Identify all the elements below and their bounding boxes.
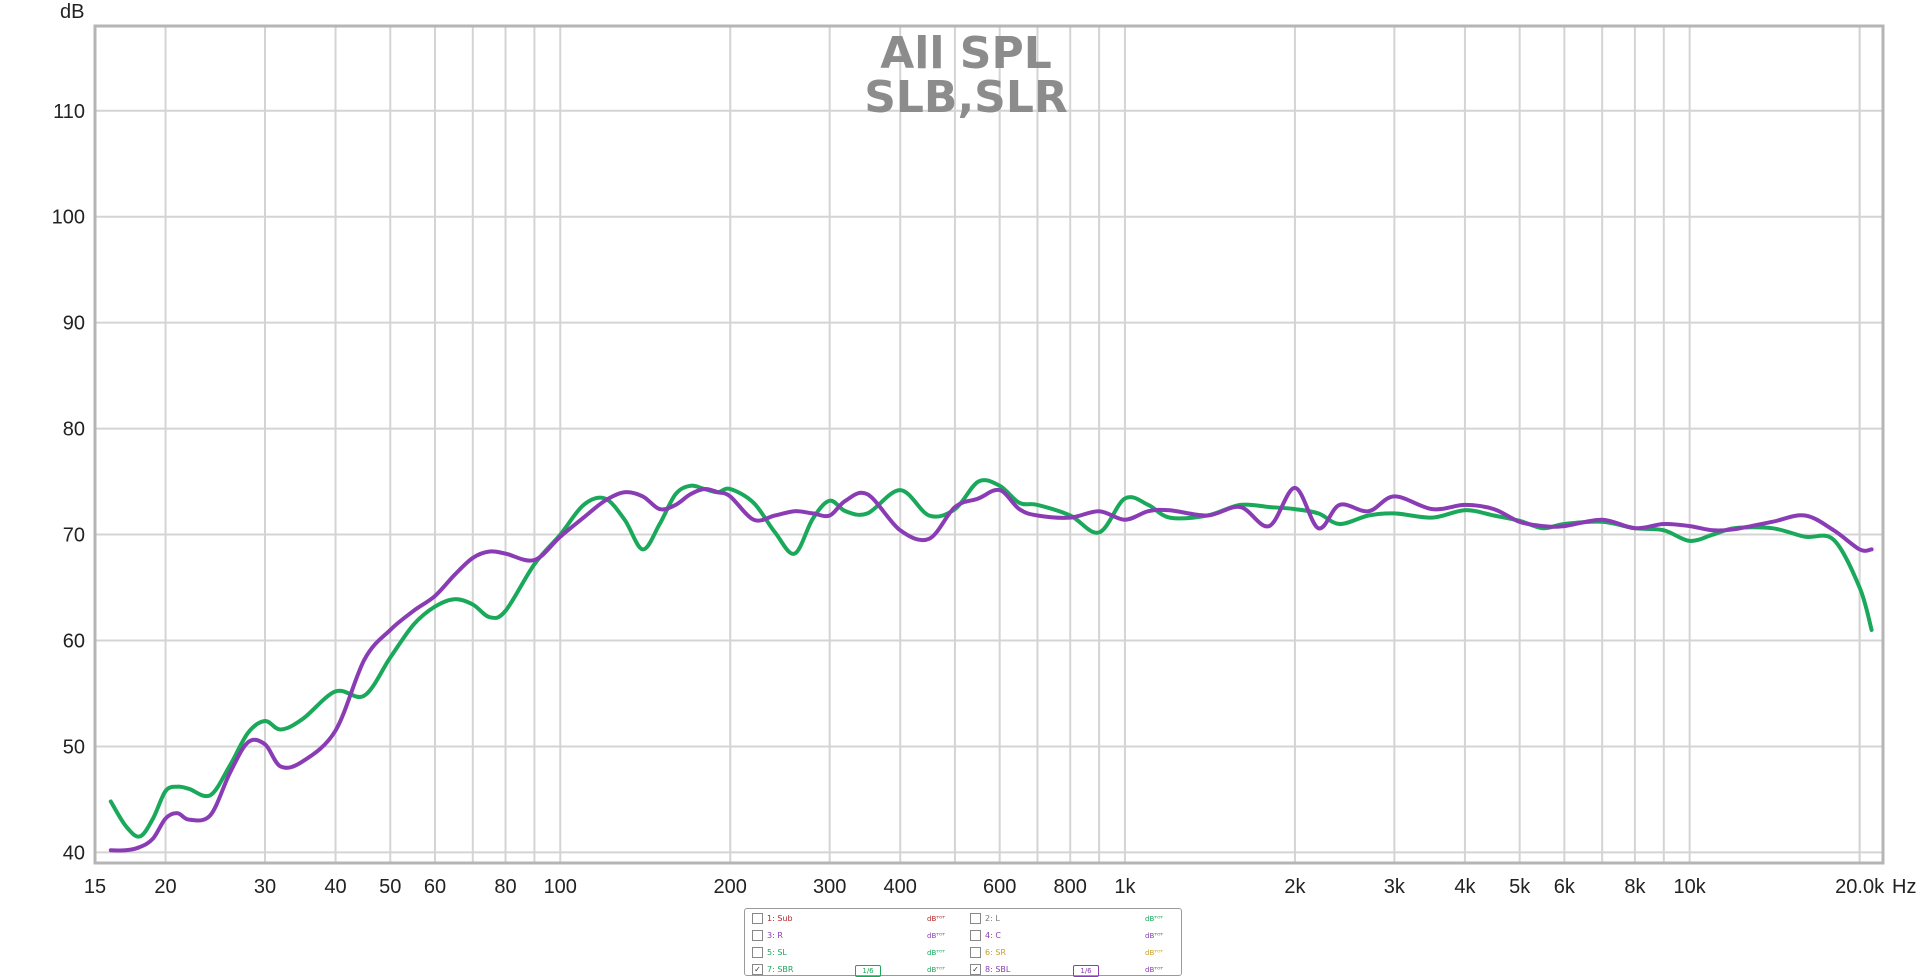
- smoothing-badge[interactable]: 1/6: [1073, 965, 1099, 977]
- y-tick-label: 60: [63, 631, 85, 653]
- x-tick-labels: 15 20 30 40 50 60 80 100 200 300 400 600 800 1k 2k 3k 4k…: [84, 876, 1885, 898]
- db-toggle[interactable]: dBᵀᴼᵀ: [927, 966, 946, 974]
- y-tick-labels: 40 50 60 70 80 90 100 110: [52, 101, 85, 865]
- x-tick-label: 30: [254, 876, 276, 898]
- x-tick-label: 40: [324, 876, 346, 898]
- x-tick-label: 400: [884, 876, 917, 898]
- legend: 1: Sub dBᵀᴼᵀ 2: L dBᵀᴼᵀ 3: R dBᵀᴼᵀ 4: C dBᵀᴼᵀ 5:…: [744, 908, 1182, 977]
- legend-label: 4: C: [985, 931, 1001, 940]
- x-tick-label: 600: [983, 876, 1016, 898]
- chart-title-line-1: All SPL: [880, 28, 1052, 79]
- x-tick-label: 5k: [1509, 876, 1531, 898]
- db-toggle[interactable]: dBᵀᴼᵀ: [927, 915, 946, 923]
- plot-frame: [93, 24, 1885, 865]
- x-tick-label: 200: [714, 876, 747, 898]
- x-tick-label: 20: [154, 876, 176, 898]
- x-tick-label: 15: [84, 876, 106, 898]
- legend-item[interactable]: 6: SR: [970, 946, 1006, 960]
- db-toggle[interactable]: dBᵀᴼᵀ: [927, 949, 946, 957]
- x-tick-label: 4k: [1454, 876, 1476, 898]
- x-tick-label: 2k: [1284, 876, 1306, 898]
- x-tick-label: 6k: [1554, 876, 1576, 898]
- legend-item[interactable]: 1: Sub: [752, 912, 793, 926]
- legend-label: 1: Sub: [767, 914, 793, 923]
- x-tick-label: 60: [424, 876, 446, 898]
- legend-label: 2: L: [985, 914, 1000, 923]
- checkbox-checked[interactable]: ✓: [752, 964, 763, 975]
- grid: [95, 26, 1883, 863]
- y-tick-label: 50: [63, 736, 85, 758]
- y-tick-label: 70: [63, 525, 85, 547]
- x-tick-label: 300: [813, 876, 846, 898]
- y-tick-label: 100: [52, 207, 85, 229]
- legend-label: 8: SBL: [985, 965, 1011, 974]
- legend-label: 5: SL: [767, 948, 787, 957]
- series-lines: [108, 478, 1874, 853]
- y-tick-label: 40: [63, 842, 85, 864]
- db-toggle[interactable]: dBᵀᴼᵀ: [927, 932, 946, 940]
- chart-title-line-2: SLB,SLR: [864, 72, 1068, 123]
- y-tick-label: 110: [53, 101, 85, 123]
- checkbox-unchecked[interactable]: [970, 913, 981, 924]
- db-toggle[interactable]: dBᵀᴼᵀ: [1145, 949, 1164, 957]
- legend-item[interactable]: 3: R: [752, 929, 783, 943]
- checkbox-unchecked[interactable]: [752, 913, 763, 924]
- legend-label: 7: SBR: [767, 965, 794, 974]
- x-tick-label: 1k: [1114, 876, 1136, 898]
- x-axis-unit: Hz: [1892, 876, 1916, 898]
- db-toggle[interactable]: dBᵀᴼᵀ: [1145, 966, 1164, 974]
- db-toggle[interactable]: dBᵀᴼᵀ: [1145, 932, 1164, 940]
- x-tick-label: 10k: [1674, 876, 1707, 898]
- x-tick-label: 80: [494, 876, 516, 898]
- legend-item[interactable]: 5: SL: [752, 946, 787, 960]
- legend-item[interactable]: 2: L: [970, 912, 1000, 926]
- smoothing-badge[interactable]: 1/6: [855, 965, 881, 977]
- checkbox-unchecked[interactable]: [752, 930, 763, 941]
- y-tick-label: 80: [63, 419, 85, 441]
- x-tick-label: 20.0k: [1835, 876, 1885, 898]
- x-tick-label: 100: [544, 876, 577, 898]
- checkbox-unchecked[interactable]: [752, 947, 763, 958]
- x-tick-label: 3k: [1384, 876, 1406, 898]
- series-line-2: [108, 485, 1874, 853]
- db-toggle[interactable]: dBᵀᴼᵀ: [1145, 915, 1164, 923]
- checkbox-checked[interactable]: ✓: [970, 964, 981, 975]
- legend-label: 3: R: [767, 931, 783, 940]
- y-axis-label: dB: [60, 1, 84, 23]
- legend-item[interactable]: 4: C: [970, 929, 1001, 943]
- checkbox-unchecked[interactable]: [970, 947, 981, 958]
- x-tick-label: 8k: [1624, 876, 1646, 898]
- y-tick-label: 90: [63, 313, 85, 335]
- legend-label: 6: SR: [985, 948, 1006, 957]
- x-tick-label: 800: [1054, 876, 1087, 898]
- checkbox-unchecked[interactable]: [970, 930, 981, 941]
- x-tick-label: 50: [379, 876, 401, 898]
